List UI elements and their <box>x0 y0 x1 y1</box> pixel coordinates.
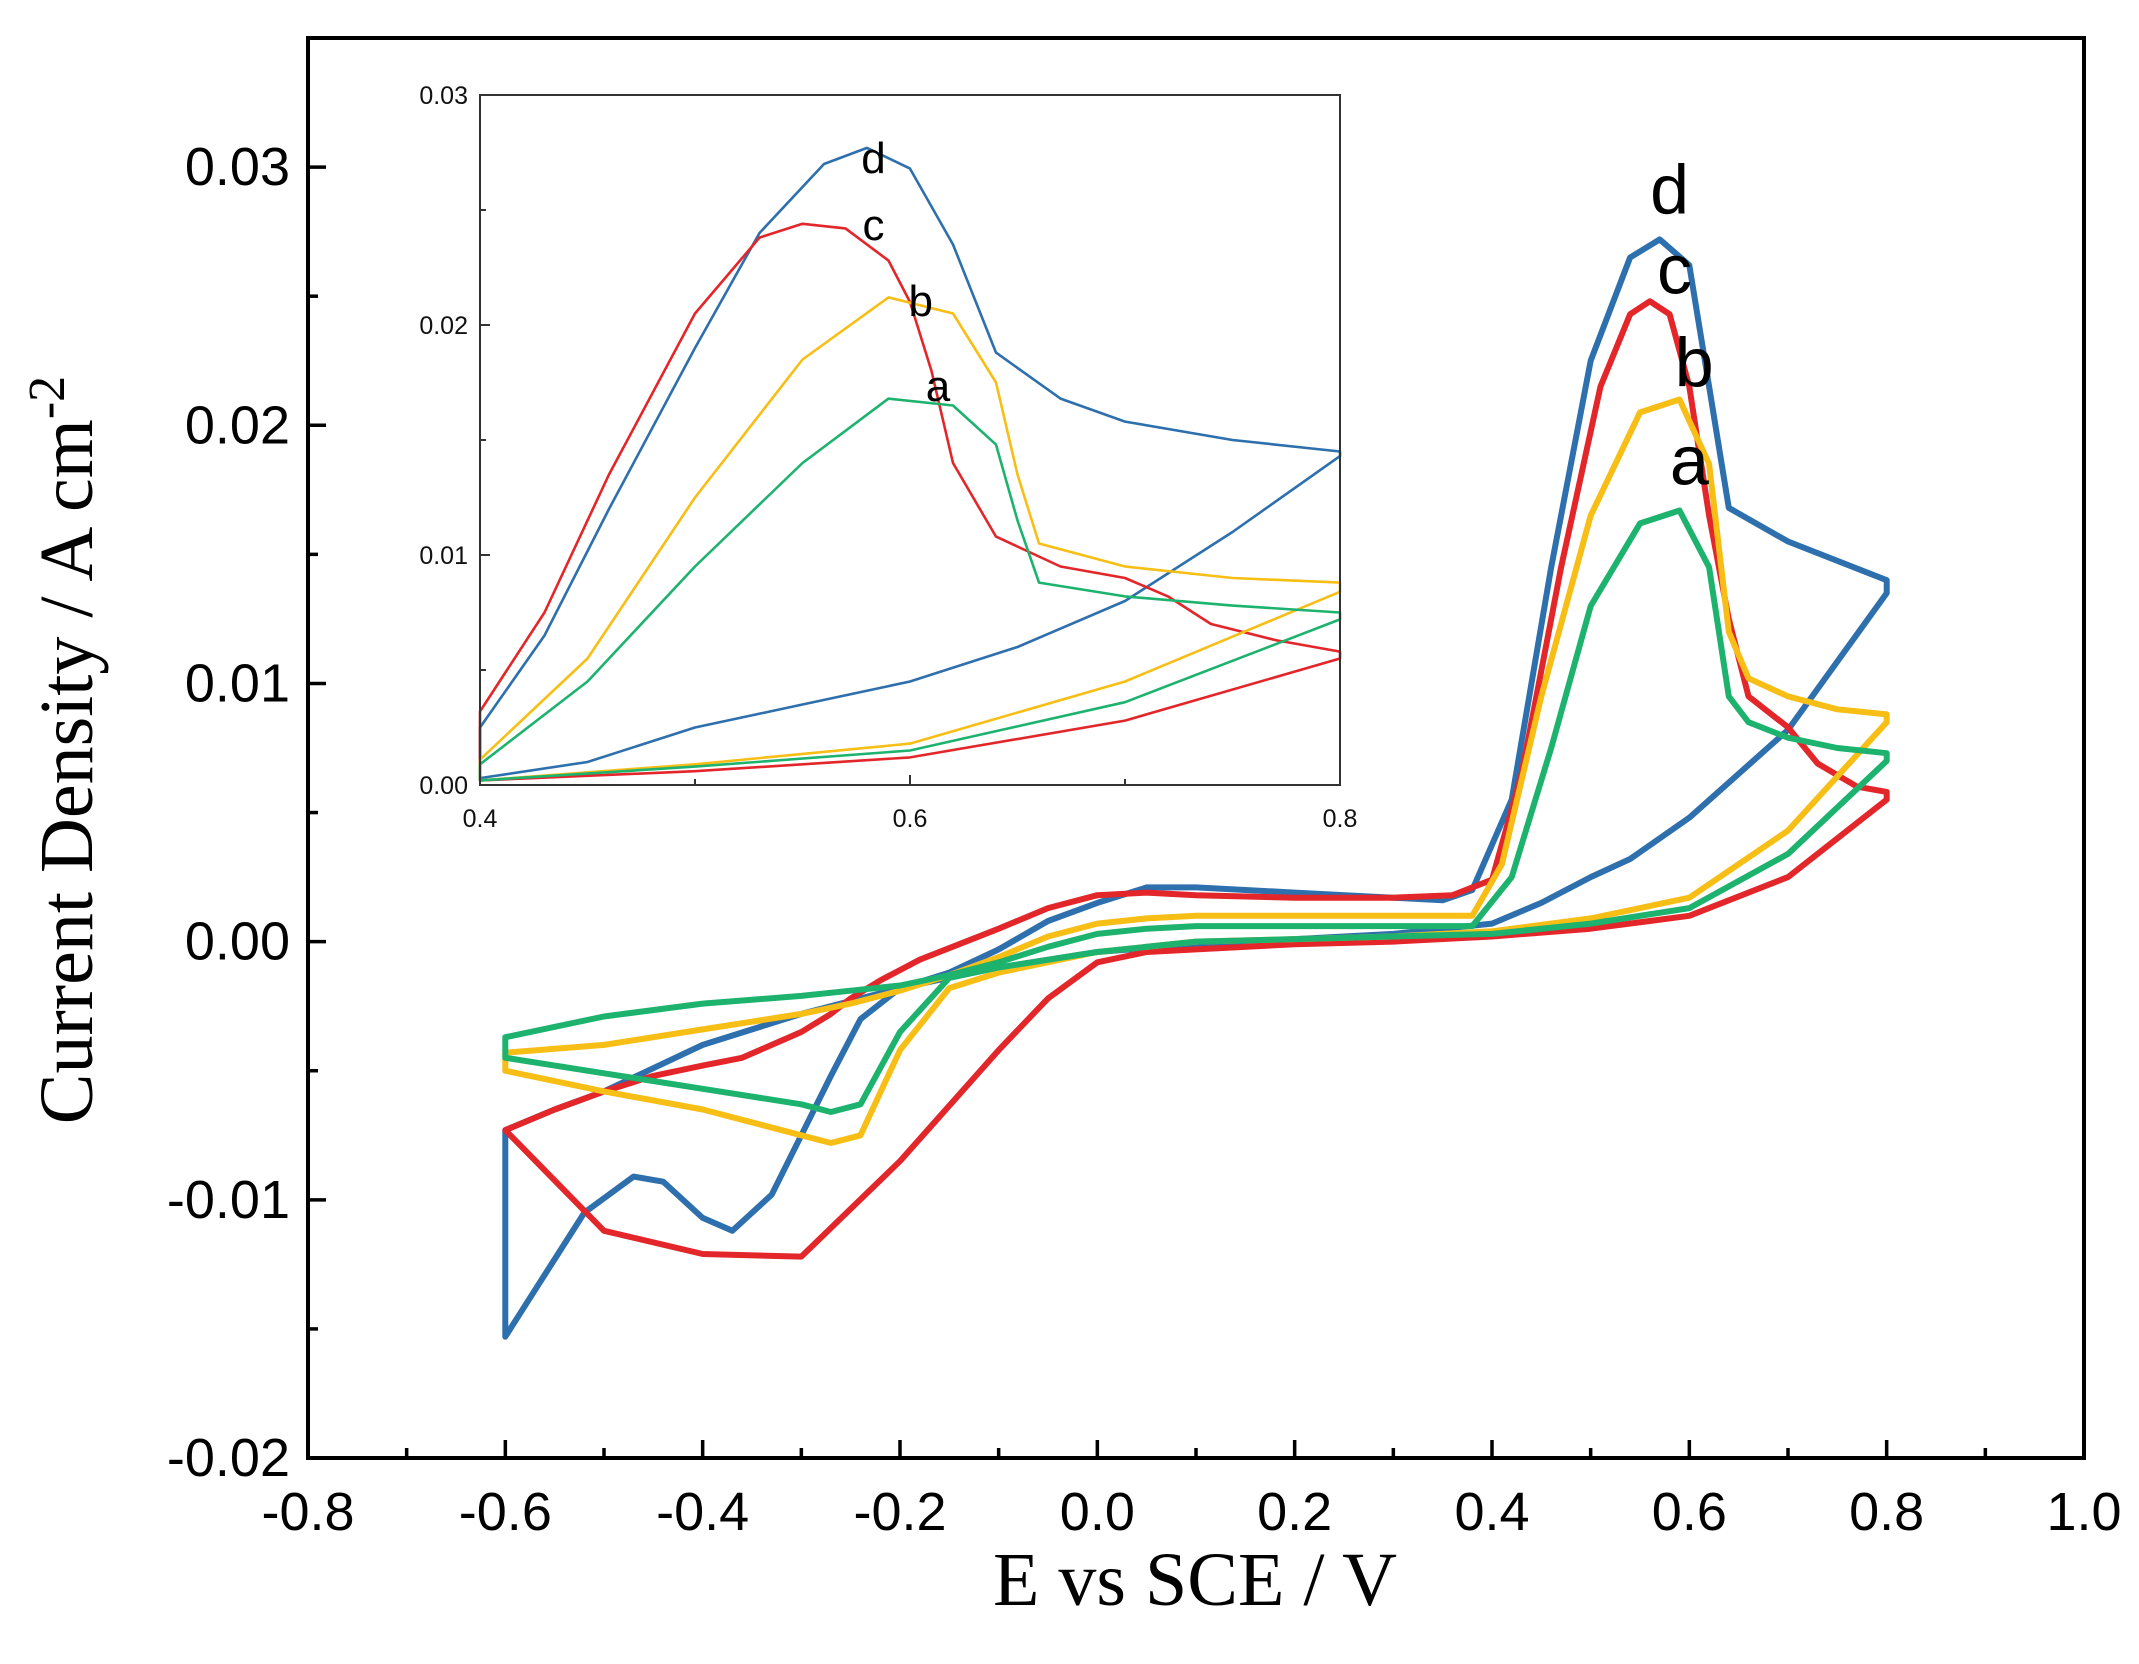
main-peak-label-d: d <box>1650 151 1689 229</box>
y-axis-title-superscript: -2 <box>19 376 76 419</box>
main-x-axis: -0.8 -0.6 -0.4 -0.2 0.0 0.2 0.4 0.6 0.8 1.0 <box>261 1440 2122 1542</box>
main-y-tick-label: -0.02 <box>167 1428 290 1488</box>
main-y-tick-label: 0.02 <box>185 395 290 455</box>
main-x-tick-label: 0.2 <box>1257 1482 1332 1542</box>
inset-curves <box>478 146 1342 782</box>
main-y-tick-label: 0.00 <box>185 912 290 972</box>
y-axis-title: Current Density / A cm-2 <box>19 376 109 1124</box>
main-x-tick-label: 0.6 <box>1652 1482 1727 1542</box>
main-x-tick-label: 0.8 <box>1849 1482 1924 1542</box>
inset-x-axis: 0.4 0.6 0.8 <box>463 775 1358 833</box>
inset-peak-label-a: a <box>926 362 951 411</box>
inset-x-tick-label: 0.6 <box>893 805 928 833</box>
main-x-tick-label: -0.6 <box>459 1482 552 1542</box>
main-plot: -0.8 -0.6 -0.4 -0.2 0.0 0.2 0.4 0.6 0.8 1.0 -0.02… <box>19 36 2122 1622</box>
main-y-tick-label: 0.03 <box>185 137 290 197</box>
inset-y-tick-label: 0.00 <box>419 772 468 800</box>
main-y-axis: -0.02 -0.01 0.00 0.01 0.02 0.03 <box>167 36 326 1488</box>
inset-series-b-line <box>478 296 1342 782</box>
inset-x-tick-label: 0.4 <box>463 805 498 833</box>
main-peak-label-a: a <box>1670 422 1709 500</box>
inset-y-tick-label: 0.02 <box>419 312 468 340</box>
main-x-tick-label: 0.4 <box>1454 1482 1529 1542</box>
main-curves <box>502 236 1890 1340</box>
inset-peak-label-b: b <box>909 277 933 326</box>
y-axis-title-text: Current Density / A cm <box>25 419 109 1124</box>
main-x-tick-label: 1.0 <box>2046 1482 2121 1542</box>
inset-y-tick-label: 0.03 <box>419 82 468 110</box>
main-series-b-line <box>502 396 1890 1146</box>
inset-x-tick-label: 0.8 <box>1323 805 1358 833</box>
inset-y-tick-label: 0.01 <box>419 542 468 570</box>
x-axis-title: E vs SCE / V <box>993 1538 1397 1622</box>
inset-background <box>480 95 1340 785</box>
main-y-tick-label: -0.01 <box>167 1170 290 1230</box>
main-series-a-line <box>502 507 1890 1115</box>
main-peak-label-b: b <box>1675 324 1714 402</box>
main-x-tick-label: -0.8 <box>261 1482 354 1542</box>
inset-peak-label-c: c <box>862 201 884 250</box>
main-x-tick-label: -0.2 <box>853 1482 946 1542</box>
main-x-tick-label: -0.4 <box>656 1482 749 1542</box>
main-x-tick-label: 0.0 <box>1060 1482 1135 1542</box>
inset-series-a-line <box>478 397 1342 782</box>
inset-peak-label-d: d <box>861 134 885 183</box>
main-peak-label-c: c <box>1657 231 1692 309</box>
inset-y-axis: 0.00 0.01 0.02 0.03 <box>419 82 490 800</box>
main-y-tick-label: 0.01 <box>185 653 290 713</box>
